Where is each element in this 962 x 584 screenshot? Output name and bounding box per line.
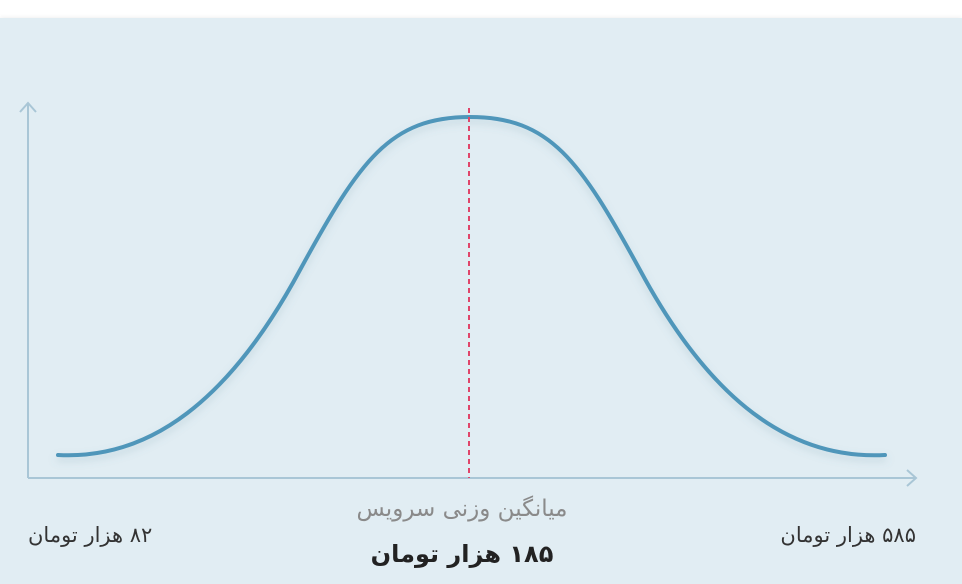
average-label: میانگین وزنی سرویس [356,496,568,522]
x-arrow [906,469,918,487]
max-label: ۵۸۵ هزار تومان [780,523,916,547]
y-arrow [19,101,37,113]
curve [56,114,887,458]
average-value: ۱۸۵ هزار تومان [370,540,554,568]
min-label: ۸۲ هزار تومان [28,523,153,547]
chart-panel [0,18,962,584]
